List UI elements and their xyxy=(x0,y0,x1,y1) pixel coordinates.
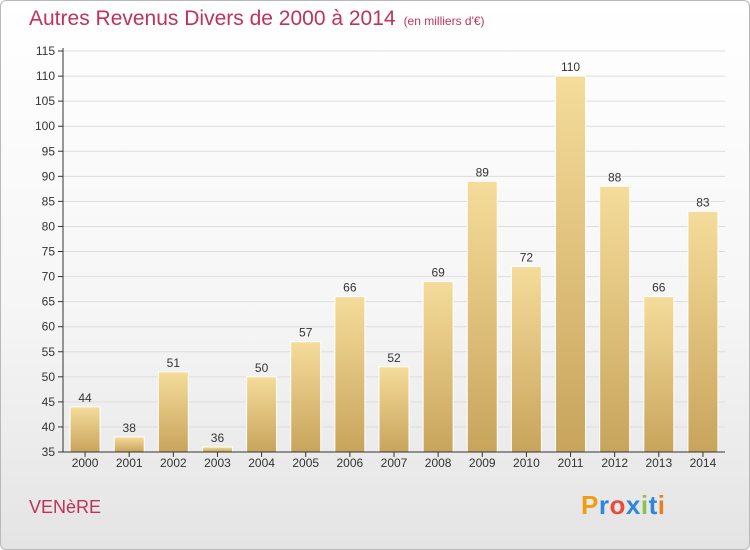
bar-2003 xyxy=(201,446,233,453)
x-tick-label: 2005 xyxy=(292,456,319,470)
data-label: 72 xyxy=(520,251,534,265)
chart-title: Autres Revenus Divers de 2000 à 2014 (en … xyxy=(29,7,485,31)
data-label: 44 xyxy=(78,391,92,405)
bar-2000 xyxy=(69,406,101,453)
bar-2008 xyxy=(422,281,454,453)
y-tick-label: 45 xyxy=(42,395,56,409)
data-label: 51 xyxy=(167,356,181,370)
bar-2014 xyxy=(687,210,719,453)
data-label: 38 xyxy=(123,421,137,435)
data-label: 69 xyxy=(431,266,445,280)
bar-2004 xyxy=(246,376,278,453)
bar-2007 xyxy=(378,366,410,453)
x-tick-label: 2014 xyxy=(690,456,717,470)
logo-letter: P xyxy=(581,490,599,520)
bar-2010 xyxy=(510,266,542,453)
y-tick-label: 100 xyxy=(35,119,55,133)
x-tick-label: 2003 xyxy=(204,456,231,470)
data-label: 83 xyxy=(696,195,710,209)
y-tick-label: 80 xyxy=(42,219,56,233)
bar-2013 xyxy=(643,296,675,453)
proxiti-logo: Proxiti xyxy=(581,490,665,521)
y-tick-label: 35 xyxy=(42,445,56,459)
y-tick-label: 40 xyxy=(42,420,56,434)
y-tick-label: 50 xyxy=(42,370,56,384)
y-tick-label: 115 xyxy=(36,44,55,58)
chart-title-main: Autres Revenus Divers de 2000 à 2014 xyxy=(29,7,396,30)
bar-2005 xyxy=(290,341,322,453)
logo-letter: o xyxy=(609,490,626,520)
data-label: 36 xyxy=(211,431,225,445)
x-tick-label: 2010 xyxy=(513,456,540,470)
y-tick-label: 70 xyxy=(42,270,56,284)
x-tick-label: 2000 xyxy=(72,456,99,470)
city-name: VENèRE xyxy=(29,497,102,517)
bars xyxy=(69,75,719,453)
logo-letter: r xyxy=(598,490,610,520)
data-label: 50 xyxy=(255,361,269,375)
x-tick-label: 2001 xyxy=(116,456,143,470)
x-tick-label: 2011 xyxy=(558,456,584,470)
bar-2009 xyxy=(466,180,498,453)
data-label: 110 xyxy=(561,60,580,74)
x-tick-label: 2012 xyxy=(601,456,628,470)
y-tick-label: 90 xyxy=(42,169,56,183)
x-tick-label: 2004 xyxy=(248,456,275,470)
y-tick-label: 110 xyxy=(36,69,55,83)
x-tick-label: 2008 xyxy=(425,456,452,470)
bar-2006 xyxy=(334,296,366,453)
x-tick-label: 2013 xyxy=(645,456,672,470)
y-tick-label: 105 xyxy=(35,94,55,108)
bar-2012 xyxy=(599,185,631,453)
axes: 35 40 45 50 55 60 65 70 75 80 85 90 95 100 105 110 115 20… xyxy=(35,44,725,470)
x-tick-label: 2007 xyxy=(381,456,408,470)
x-tick-label: 2009 xyxy=(469,456,496,470)
chart-title-unit: (en milliers d'€) xyxy=(403,14,485,28)
logo-letter: x xyxy=(625,490,641,520)
y-tick-label: 65 xyxy=(42,295,56,309)
y-tick-label: 60 xyxy=(42,320,56,334)
bar-2002 xyxy=(157,371,189,453)
y-tick-label: 55 xyxy=(42,345,56,359)
data-label: 66 xyxy=(652,281,666,295)
y-tick-label: 75 xyxy=(42,245,56,259)
labels: 44 38 51 36 50 57 66 52 69 89 72 110 88 66 83 xyxy=(78,60,710,445)
data-label: 52 xyxy=(387,351,401,365)
y-tick-label: 85 xyxy=(42,194,56,208)
x-tick-label: 2006 xyxy=(337,456,364,470)
data-label: 57 xyxy=(299,326,313,340)
bar-2011 xyxy=(555,75,587,453)
logo-letter: i xyxy=(640,490,649,520)
data-label: 88 xyxy=(608,170,622,184)
logo-letter: i xyxy=(657,490,666,520)
y-tick-label: 95 xyxy=(42,144,56,158)
bar-2001 xyxy=(113,436,145,453)
logo-letter: t xyxy=(648,490,658,520)
data-label: 89 xyxy=(476,165,490,179)
data-label: 66 xyxy=(343,281,357,295)
x-tick-label: 2002 xyxy=(160,456,187,470)
